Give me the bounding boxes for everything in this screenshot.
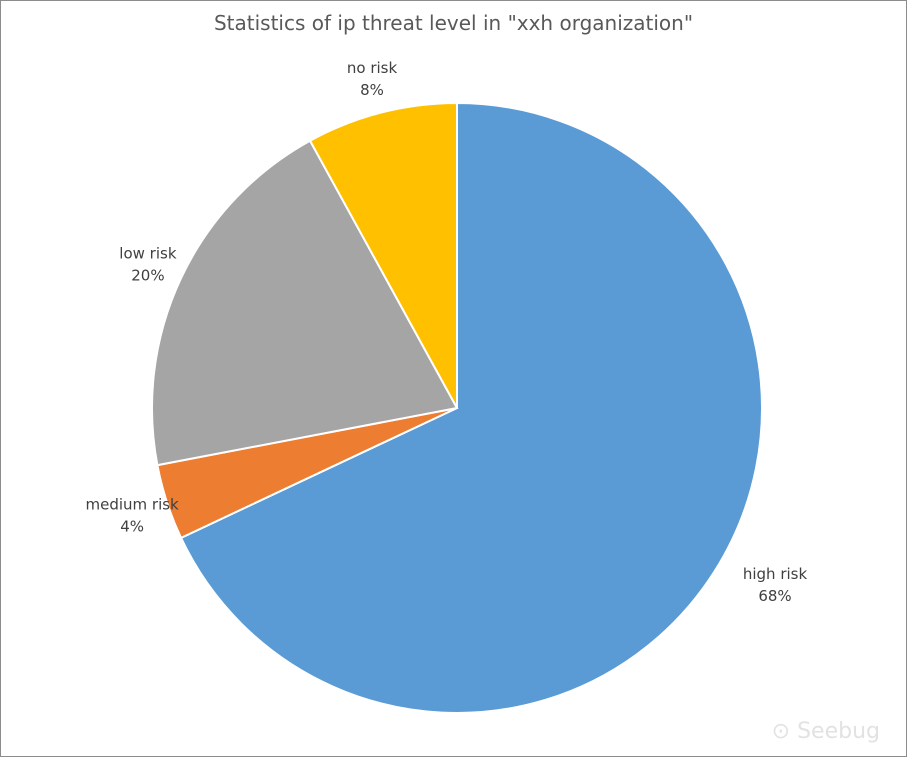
seebug-watermark: ⊙ Seebug xyxy=(772,719,880,744)
pie-slice-low-risk xyxy=(151,139,459,467)
data-label-medium-risk: medium risk 4% xyxy=(85,496,179,536)
seebug-logo-icon: ⊙ xyxy=(771,719,791,744)
pie-slice-no-risk xyxy=(308,101,458,409)
data-label-high-risk: high risk 68% xyxy=(743,565,808,605)
watermark-text: Seebug xyxy=(797,719,880,744)
data-label-low-risk: low risk 20% xyxy=(119,245,177,285)
chart-title: Statistics of ip threat level in "xxh or… xyxy=(213,11,694,35)
data-label-no-risk: no risk 8% xyxy=(347,59,398,99)
pie-slice-high-risk xyxy=(179,101,763,714)
